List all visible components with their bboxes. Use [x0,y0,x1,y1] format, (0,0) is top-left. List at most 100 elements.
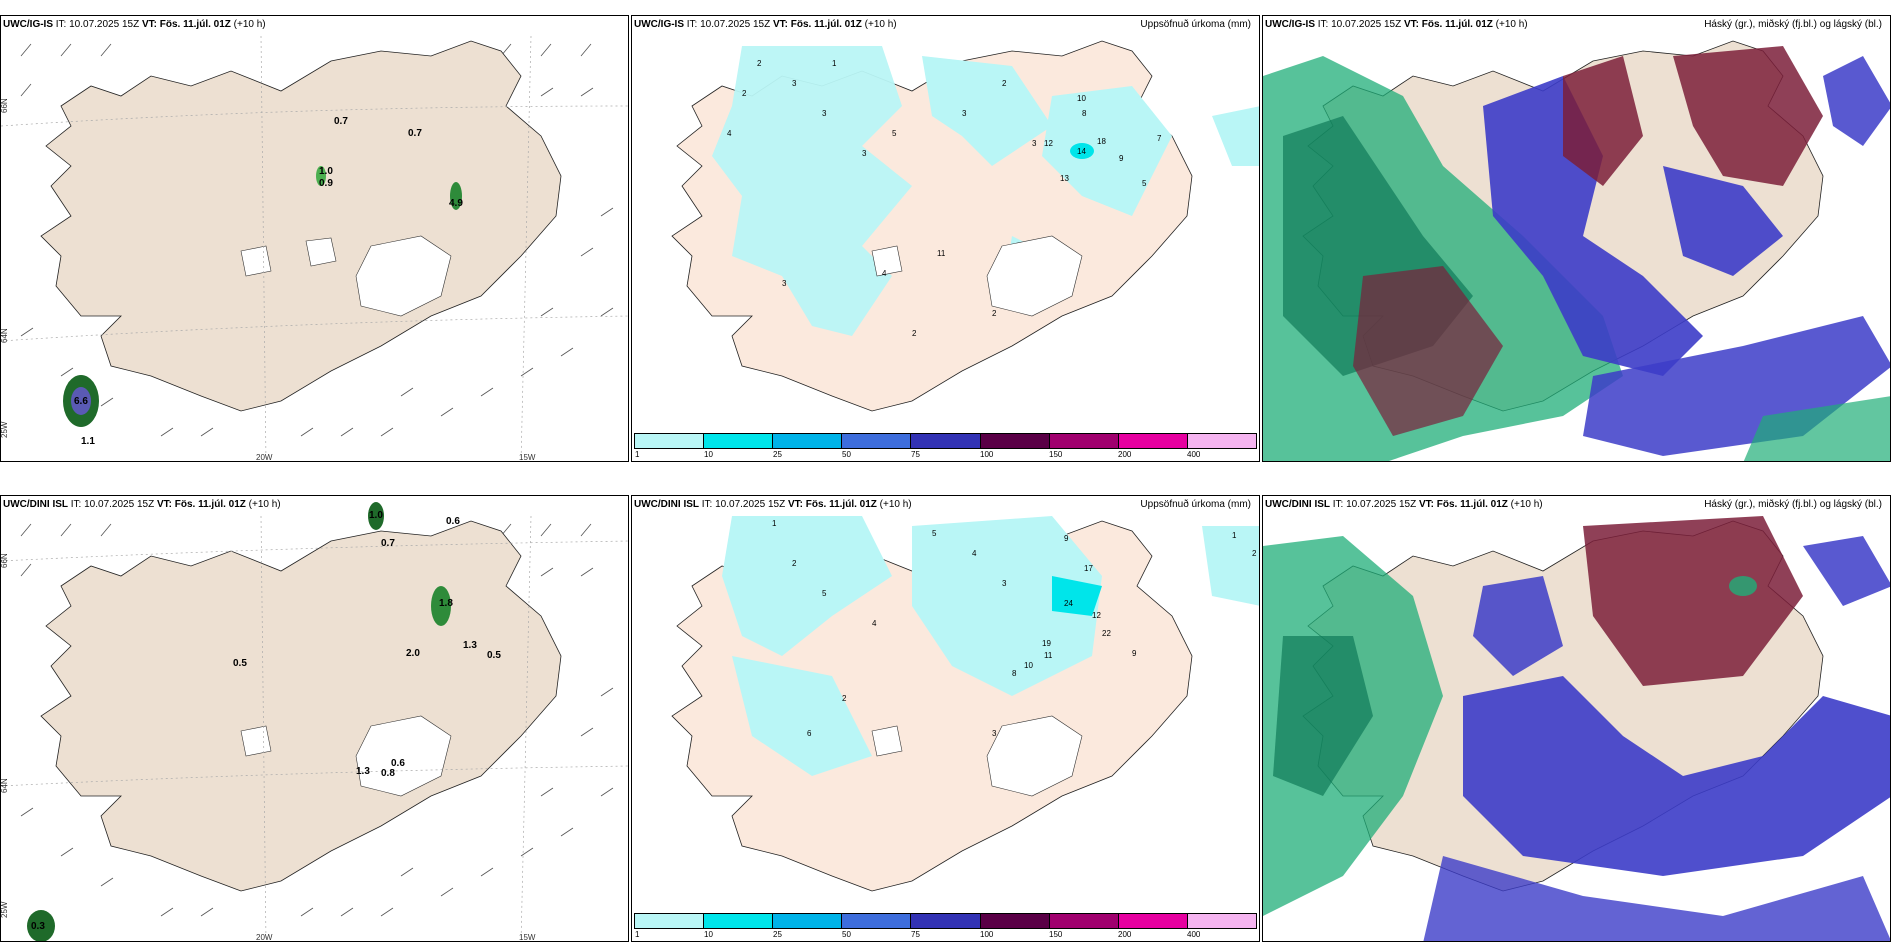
precip-value: 12 [1092,611,1101,620]
high-cloud-area [1583,516,1803,686]
wind-value: 6.6 [74,396,88,407]
cloud-map [1263,36,1890,461]
precip-value: 1 [772,519,777,528]
precip-value: 4 [872,619,877,628]
wind-value: 1.3 [463,640,477,651]
precip-map-panel-row2: UWC/DINI ISL IT: 10.07.2025 15Z VT: Fös.… [631,495,1260,942]
wind-value: 1.8 [439,598,453,609]
legend-swatch [1118,434,1188,448]
precip-legend: 1 10 25 50 75 100 150 200 400 [634,433,1257,459]
wind-value: 0.6 [446,516,460,527]
lead-time: (+10 h) [1510,499,1543,510]
lead-time: (+10 h) [879,499,912,510]
lead-time: (+10 h) [248,499,281,510]
wind-value: 1.0 [369,510,383,521]
precip-value: 5 [932,529,937,538]
precip-value: 2 [792,559,797,568]
init-time: IT: 10.07.2025 15Z [55,19,140,30]
wind-value: 1.3 [356,766,370,777]
precip-value: 2 [1002,79,1007,88]
precip-value: 2 [742,89,747,98]
lead-time: (+10 h) [1495,19,1528,30]
lead-time: (+10 h) [233,19,266,30]
precip-value: 4 [972,549,977,558]
init-time: IT: 10.07.2025 15Z [1332,499,1417,510]
legend-tick: 10 [704,930,713,939]
mid-cloud-area [1463,676,1890,876]
precip-area [722,516,892,656]
lead-time: (+10 h) [864,19,897,30]
precip-area [912,516,1102,696]
precip-value: 11 [1044,651,1053,660]
iceland-land [40,40,562,412]
legend-tick: 50 [842,450,851,459]
high-cloud-area [1563,56,1643,186]
panel-header: UWC/DINI ISL IT: 10.07.2025 15Z VT: Fös.… [3,499,624,513]
valid-time: VT: Fös. 11.júl. 01Z [141,19,231,30]
lon-label: 15W [519,933,536,942]
legend-swatch [1049,434,1119,448]
precip-value: 2 [757,59,762,68]
glacier-vatnajokull [986,235,1083,317]
precip-value: 14 [1077,147,1086,156]
valid-time: VT: Fös. 11.júl. 01Z [1418,499,1508,510]
legend-swatch [704,914,774,928]
lon-label: 20W [256,453,273,462]
init-time: IT: 10.07.2025 15Z [1317,19,1402,30]
cloud-title: Háský (gr.), miðský (fj.bl.) og lágský (… [1704,19,1882,30]
precip-value: 18 [1097,137,1106,146]
precip-value: 8 [1012,669,1017,678]
wind-map: 0.7 0.7 1.0 0.9 4.9 6.6 1.1 66N 64N 25W … [1,35,628,462]
legend-tick: 75 [911,930,920,939]
cloud-map [1263,516,1890,941]
legend-tick: 25 [773,930,782,939]
precip-area [922,56,1052,166]
mid-cloud-area [1483,76,1703,376]
wind-value: 4.9 [449,198,463,209]
precip-title: Uppsöfnuð úrkoma (mm) [1140,19,1251,30]
precip-value: 1 [832,59,837,68]
precip-value: 2 [1252,549,1257,558]
precip-value: 4 [727,129,732,138]
precip-value: 6 [807,729,812,738]
cloud-map-panel-row2: UWC/DINI ISL IT: 10.07.2025 15Z VT: Fös.… [1262,495,1891,942]
lon-label: 20W [256,933,273,942]
init-time: IT: 10.07.2025 15Z [70,499,155,510]
wind-value: 2.0 [406,648,420,659]
precip-value: 22 [1102,629,1111,638]
legend-tick: 150 [1049,450,1063,459]
legend-swatch [773,914,843,928]
legend-swatch [980,434,1050,448]
legend-swatch [1049,914,1119,928]
legend-tick: 200 [1118,450,1132,459]
legend-tick: 400 [1187,450,1201,459]
legend-swatch [1187,914,1256,928]
precip-value: 9 [1132,649,1137,658]
precip-value: 7 [1157,134,1162,143]
precip-value: 3 [822,109,827,118]
precip-value: 19 [1042,639,1051,648]
precip-value: 2 [912,329,917,338]
glacier-hofsjokull [305,237,337,267]
precip-map: 1 2 5 4 3 9 17 24 12 22 19 11 10 9 8 2 4… [671,516,1259,892]
legend-tick: 400 [1187,930,1201,939]
precip-value: 5 [1142,179,1147,188]
wind-value: 0.5 [233,658,247,669]
model-name: UWC/DINI ISL [3,499,68,510]
model-name: UWC/IG-IS [634,19,684,30]
wind-barbs-field [20,43,614,437]
precip-area [732,656,872,776]
legend-swatch [1118,914,1188,928]
panel-header: UWC/IG-IS IT: 10.07.2025 15Z VT: Fös. 11… [3,19,624,33]
cloud-title: Háský (gr.), miðský (fj.bl.) og lágský (… [1704,499,1882,510]
wind-map-panel-row2: UWC/DINI ISL IT: 10.07.2025 15Z VT: Fös.… [0,495,629,942]
legend-tick: 100 [980,450,994,459]
wind-value: 0.5 [487,650,501,661]
lon-label: 25W [1,901,9,918]
precip-value: 10 [1077,94,1086,103]
legend-tick: 200 [1118,930,1132,939]
init-time: IT: 10.07.2025 15Z [686,19,771,30]
precip-title: Uppsöfnuð úrkoma (mm) [1140,499,1251,510]
model-name: UWC/IG-IS [3,19,53,30]
init-time: IT: 10.07.2025 15Z [701,499,786,510]
